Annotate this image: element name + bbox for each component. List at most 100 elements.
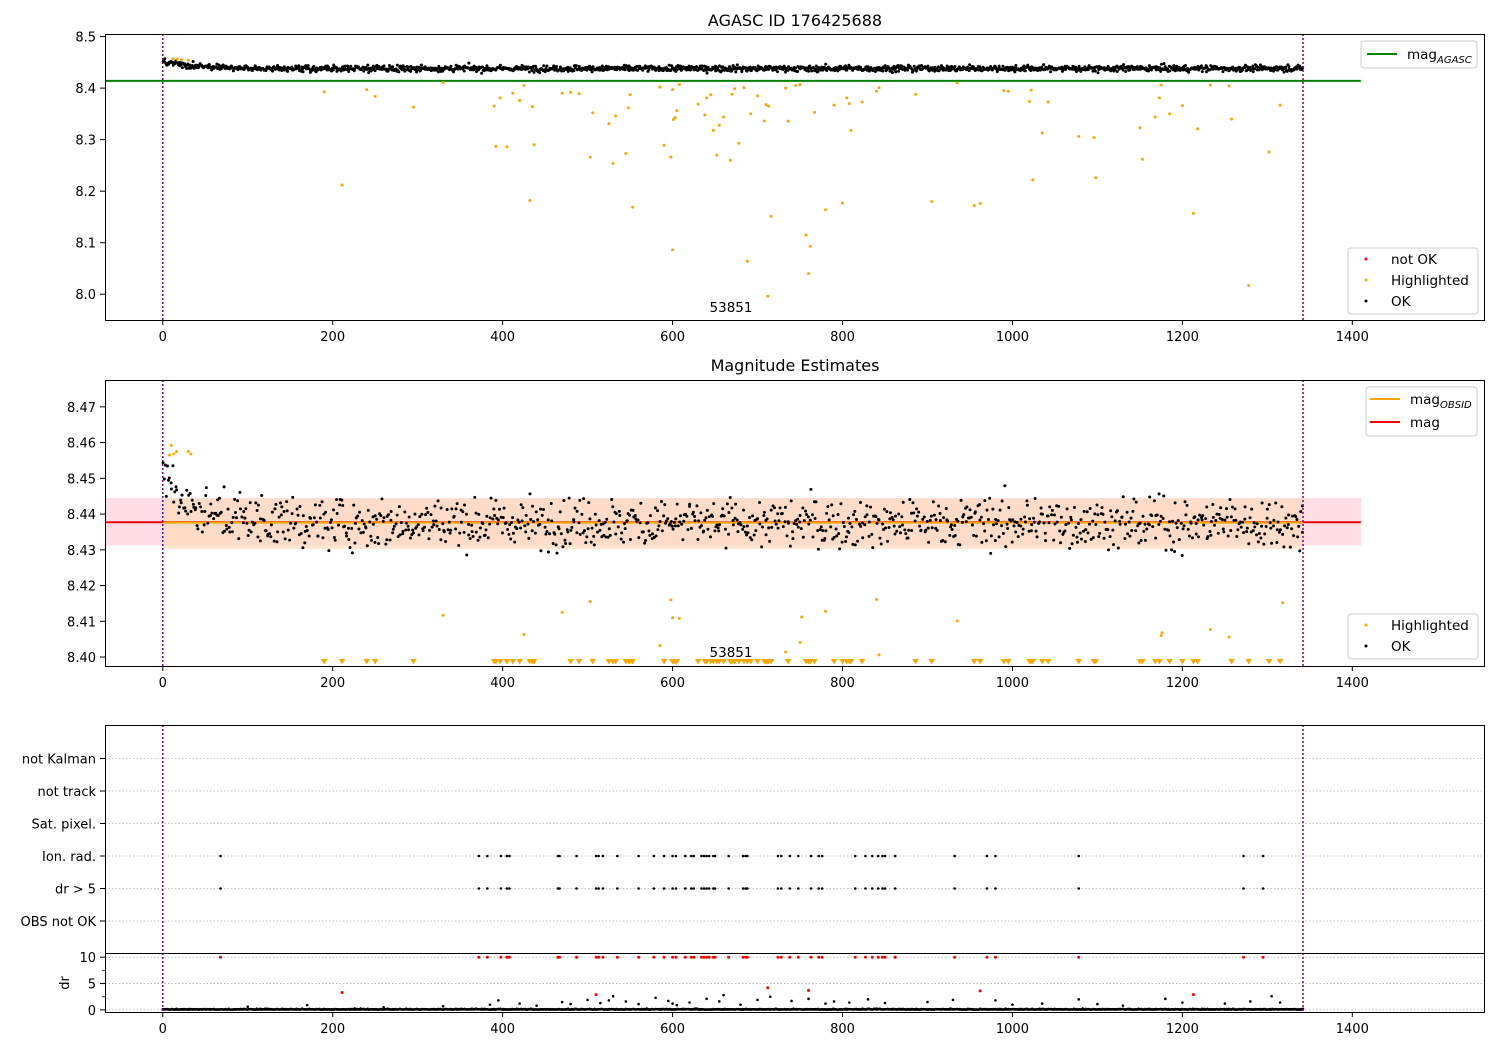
panel-1-title: AGASC ID 176425688 <box>708 11 882 30</box>
highlighted-point <box>169 443 173 447</box>
ok-point <box>402 65 406 69</box>
ok-point <box>844 535 848 539</box>
ok-point <box>520 519 524 523</box>
ok-point <box>697 519 701 523</box>
ok-point <box>1143 538 1147 542</box>
ok-point <box>434 519 438 523</box>
ok-point <box>260 493 264 497</box>
ok-point <box>680 522 684 526</box>
ok-point <box>289 521 293 525</box>
ok-point <box>1134 500 1138 504</box>
ok-point <box>429 513 433 517</box>
highlighted-point <box>705 96 709 100</box>
ok-point <box>546 550 550 554</box>
ok-point <box>418 66 422 70</box>
ok-point <box>953 64 957 68</box>
ok-point <box>1220 518 1224 522</box>
ok-point <box>534 510 538 514</box>
ok-point <box>1206 535 1210 539</box>
ok-point <box>188 492 192 496</box>
ok-point <box>1217 513 1221 517</box>
flag-point <box>499 854 503 858</box>
ok-point <box>420 512 424 516</box>
ok-point <box>1228 498 1232 502</box>
ok-point <box>524 530 528 534</box>
ok-point <box>663 503 667 507</box>
ok-point <box>528 492 532 496</box>
flag-point <box>601 854 605 858</box>
flag-point <box>817 887 821 890</box>
ok-point <box>928 518 932 522</box>
ok-point <box>825 511 829 515</box>
ok-point <box>348 546 352 550</box>
ok-point <box>622 540 626 544</box>
ok-point <box>1223 1002 1227 1005</box>
highlighted-point <box>1046 100 1050 104</box>
ok-point <box>795 522 799 526</box>
highlighted-point <box>978 202 982 206</box>
ok-point <box>1248 516 1252 520</box>
ok-point <box>352 503 356 507</box>
ok-point <box>567 496 571 500</box>
ok-point <box>1122 63 1126 67</box>
ok-point <box>449 64 453 68</box>
ok-point <box>1050 513 1054 517</box>
x-tick-label: 1000 <box>996 676 1029 691</box>
ok-point <box>1088 506 1092 510</box>
ok-point <box>340 498 344 502</box>
ok-point <box>637 1002 640 1006</box>
highlighted-point <box>441 80 445 84</box>
highlighted-point <box>673 115 677 119</box>
ok-point <box>421 529 425 533</box>
ok-point <box>894 514 898 518</box>
flag-point <box>477 887 481 890</box>
ok-point <box>1048 505 1052 509</box>
ok-point <box>974 534 978 538</box>
panel-2-legend-lines: magOBSID mag <box>1365 386 1478 437</box>
panel-1-legend-points: not OK Highlighted OK <box>1347 247 1479 315</box>
ok-point <box>577 521 581 525</box>
ok-point <box>538 522 542 526</box>
ok-point <box>1282 70 1286 74</box>
not-ok-point <box>692 955 696 959</box>
ok-point <box>497 999 500 1002</box>
ok-point <box>190 498 194 502</box>
ok-point <box>993 539 997 543</box>
highlighted-point <box>522 633 526 637</box>
ok-point <box>1173 501 1177 505</box>
flag-point <box>707 854 711 858</box>
ok-point <box>230 521 234 525</box>
ok-point <box>614 532 618 536</box>
ok-point <box>842 525 846 529</box>
flag-point <box>853 854 857 858</box>
ok-point <box>1256 540 1260 544</box>
ok-point <box>369 534 373 538</box>
ok-point <box>1097 535 1101 539</box>
ok-point <box>841 520 845 524</box>
ok-point <box>854 517 858 521</box>
ok-point <box>998 508 1002 512</box>
highlighted-point <box>955 81 959 85</box>
ok-point <box>480 65 484 69</box>
ok-point <box>1034 529 1038 533</box>
highlighted-point <box>784 650 788 654</box>
ok-point <box>794 66 798 70</box>
ok-point <box>561 545 565 549</box>
ok-point <box>1247 542 1251 546</box>
ok-point <box>273 507 277 511</box>
ok-point <box>1241 520 1245 524</box>
ok-point <box>1042 63 1046 67</box>
ok-point <box>511 516 515 520</box>
ok-point <box>191 502 195 506</box>
ok-point <box>288 538 292 542</box>
ok-point <box>1095 503 1099 507</box>
ok-point <box>1275 540 1279 544</box>
ok-point <box>966 66 970 70</box>
flag-row-label: Ion. rad. <box>42 850 96 865</box>
x-tick-label: 1200 <box>1166 676 1199 691</box>
ok-point <box>988 496 992 500</box>
ok-point <box>1029 529 1033 533</box>
ok-point <box>858 501 862 505</box>
ok-point <box>1199 64 1203 68</box>
highlighted-point <box>171 57 175 61</box>
